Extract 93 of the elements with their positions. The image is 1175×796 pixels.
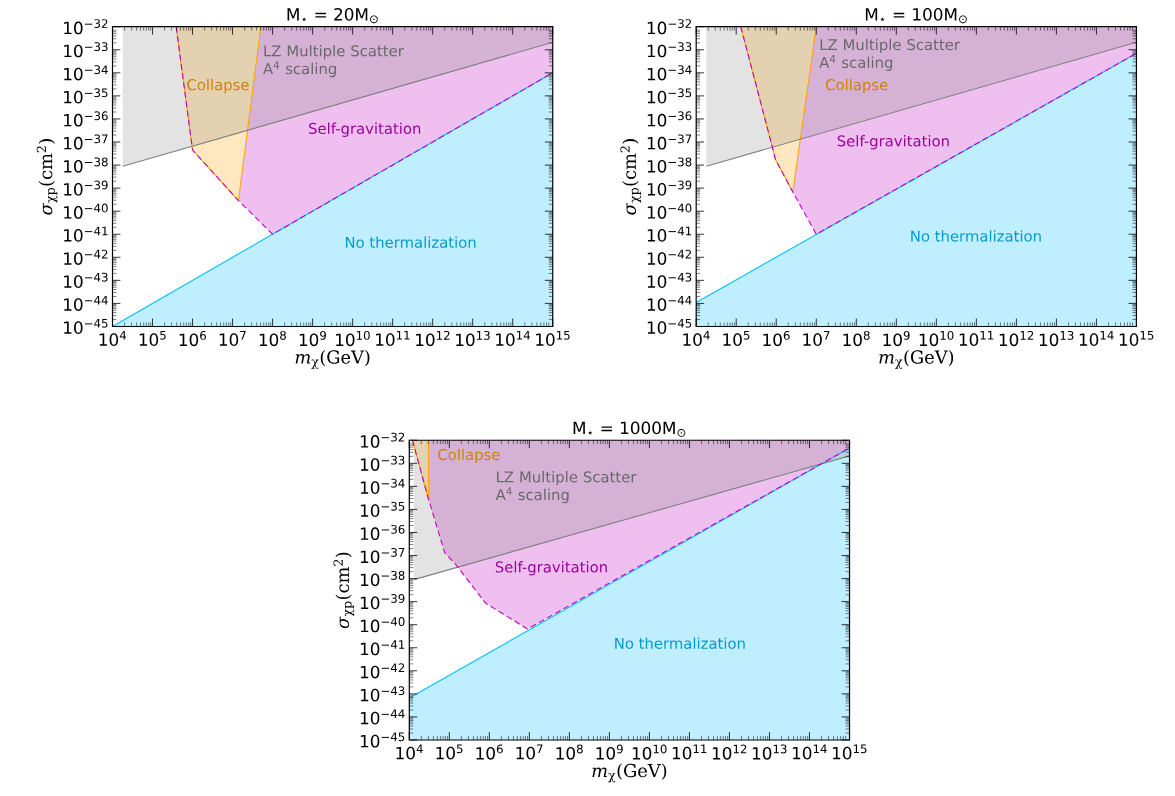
y-tick-label: 10$^{−41}$ [647, 226, 692, 242]
y-tick-label: 10$^{−44}$ [360, 709, 405, 725]
x-tick-label: 10$^{12}$ [416, 330, 450, 346]
y-tick-label: 10$^{−35}$ [360, 501, 405, 517]
x-tick-label: 10$^{13}$ [1039, 330, 1074, 346]
x-tick-label: 10$^{7}$ [803, 330, 830, 346]
y-tick-label: 10$^{−34}$ [360, 478, 405, 494]
x-tick-label: 10$^{9}$ [299, 330, 326, 346]
y-tick-label: 10$^{−41}$ [64, 226, 108, 242]
series-label: No thermalization [345, 236, 476, 248]
x-tick-label: 10$^{14}$ [792, 744, 827, 760]
series-label: LZ Multiple Scatter A$^{4}$ scaling [263, 44, 404, 77]
x-tick-label: 10$^{9}$ [883, 330, 910, 346]
x-tick-label: 10$^{12}$ [712, 744, 747, 760]
y-tick-label: 10$^{−34}$ [64, 65, 108, 81]
x-tick-label: 10$^{7}$ [516, 744, 543, 760]
y-tick-label: 10$^{−36}$ [64, 111, 108, 127]
y-axis-title: σ$_{χp}$(cm$^{2}$) [36, 138, 58, 215]
x-tick-label: 10$^{5}$ [139, 330, 166, 346]
y-tick-label: 10$^{−35}$ [647, 88, 692, 104]
y-tick-label: 10$^{−36}$ [360, 524, 405, 540]
y-tick-label: 10$^{−38}$ [647, 157, 692, 173]
x-tick-label: 10$^{14}$ [496, 330, 530, 346]
y-tick-label: 10$^{−43}$ [64, 272, 108, 288]
x-axis-title: m$_{χ}$(GeV) [592, 763, 667, 783]
y-tick-label: 10$^{−35}$ [64, 88, 108, 104]
x-tick-label: 10$^{15}$ [832, 744, 867, 760]
y-tick-label: 10$^{−44}$ [647, 295, 692, 311]
x-tick-label: 10$^{8}$ [843, 330, 870, 346]
y-tick-label: 10$^{−40}$ [64, 203, 108, 219]
y-tick-label: 10$^{−39}$ [647, 180, 692, 196]
x-tick-label: 10$^{6}$ [476, 744, 503, 760]
y-tick-label: 10$^{−41}$ [360, 640, 405, 656]
y-tick-label: 10$^{−33}$ [647, 42, 692, 58]
x-tick-label: 10$^{7}$ [219, 330, 246, 346]
x-tick-label: 10$^{13}$ [752, 744, 787, 760]
x-tick-label: 10$^{14}$ [1079, 330, 1114, 346]
x-tick-label: 10$^{11}$ [959, 330, 994, 346]
y-tick-label: 10$^{−42}$ [360, 663, 405, 679]
y-tick-label: 10$^{−40}$ [647, 203, 692, 219]
x-axis-title: m$_{χ}$(GeV) [295, 349, 370, 369]
y-axis-title: σ$_{χp}$(cm$^{2}$) [620, 138, 642, 215]
y-tick-label: 10$^{−44}$ [64, 295, 108, 311]
x-tick-label: 10$^{11}$ [376, 330, 410, 346]
x-tick-label: 10$^{5}$ [723, 330, 750, 346]
x-axis-title: m$_{χ}$(GeV) [879, 349, 954, 369]
y-tick-label: 10$^{−42}$ [647, 249, 692, 265]
series-label: Collapse [438, 448, 500, 463]
y-tick-label: 10$^{−33}$ [360, 455, 405, 471]
x-tick-label: 10$^{6}$ [179, 330, 206, 346]
y-tick-label: 10$^{−33}$ [64, 42, 108, 58]
series-label: Self-gravitation [837, 134, 949, 150]
y-tick-label: 10$^{−39}$ [64, 180, 108, 196]
series-label: Collapse [826, 78, 888, 94]
series-label: LZ Multiple Scatter A$^{4}$ scaling [495, 470, 637, 503]
series-label: Self-gravitation [495, 560, 607, 576]
x-tick-label: 10$^{6}$ [763, 330, 790, 346]
x-tick-label: 10$^{15}$ [536, 330, 570, 346]
y-tick-label: 10$^{−37}$ [360, 547, 405, 563]
x-tick-label: 10$^{13}$ [456, 330, 490, 346]
y-tick-label: 10$^{−36}$ [647, 111, 692, 127]
x-tick-label: 10$^{10}$ [336, 330, 370, 346]
y-tick-label: 10$^{−32}$ [360, 432, 405, 448]
x-tick-label: 10$^{11}$ [672, 744, 707, 760]
series-label: Collapse [187, 78, 249, 94]
x-tick-label: 10$^{10}$ [919, 330, 954, 346]
series-label: Self-gravitation [309, 122, 421, 137]
y-axis-title: σ$_{χp}$(cm$^{2}$) [333, 552, 355, 629]
y-tick-label: 10$^{−37}$ [647, 134, 692, 150]
x-tick-label: 10$^{9}$ [596, 744, 623, 760]
x-tick-label: 10$^{5}$ [436, 744, 463, 760]
x-tick-label: 10$^{15}$ [1119, 330, 1154, 346]
y-tick-label: 10$^{−40}$ [360, 616, 405, 633]
y-tick-label: 10$^{−39}$ [360, 593, 405, 610]
series-label: No thermalization [615, 637, 745, 649]
y-tick-label: 10$^{−32}$ [64, 18, 108, 35]
x-tick-label: 10$^{10}$ [632, 744, 667, 760]
y-tick-label: 10$^{−42}$ [64, 249, 108, 265]
chart-title: M$_{⋆}$ = 100M$_{⊙}$ [865, 7, 967, 24]
x-tick-label: 10$^{8}$ [556, 744, 583, 760]
y-tick-label: 10$^{−43}$ [360, 686, 405, 702]
chart-title: M$_{⋆}$ = 20M$_{⊙}$ [287, 7, 378, 24]
y-tick-label: 10$^{−34}$ [647, 65, 692, 81]
x-tick-label: 10$^{8}$ [259, 330, 286, 346]
y-tick-label: 10$^{−38}$ [360, 570, 405, 586]
y-tick-label: 10$^{−38}$ [64, 157, 108, 173]
y-tick-label: 10$^{−37}$ [64, 134, 108, 150]
y-tick-label: 10$^{−32}$ [647, 18, 692, 35]
chart-title: M$_{⋆}$ = 1000M$_{⊙}$ [573, 421, 686, 437]
series-label: No thermalization [911, 230, 1041, 242]
x-tick-label: 10$^{12}$ [999, 330, 1034, 346]
series-label: LZ Multiple Scatter A$^{4}$ scaling [819, 38, 960, 71]
y-tick-label: 10$^{−43}$ [647, 272, 692, 288]
